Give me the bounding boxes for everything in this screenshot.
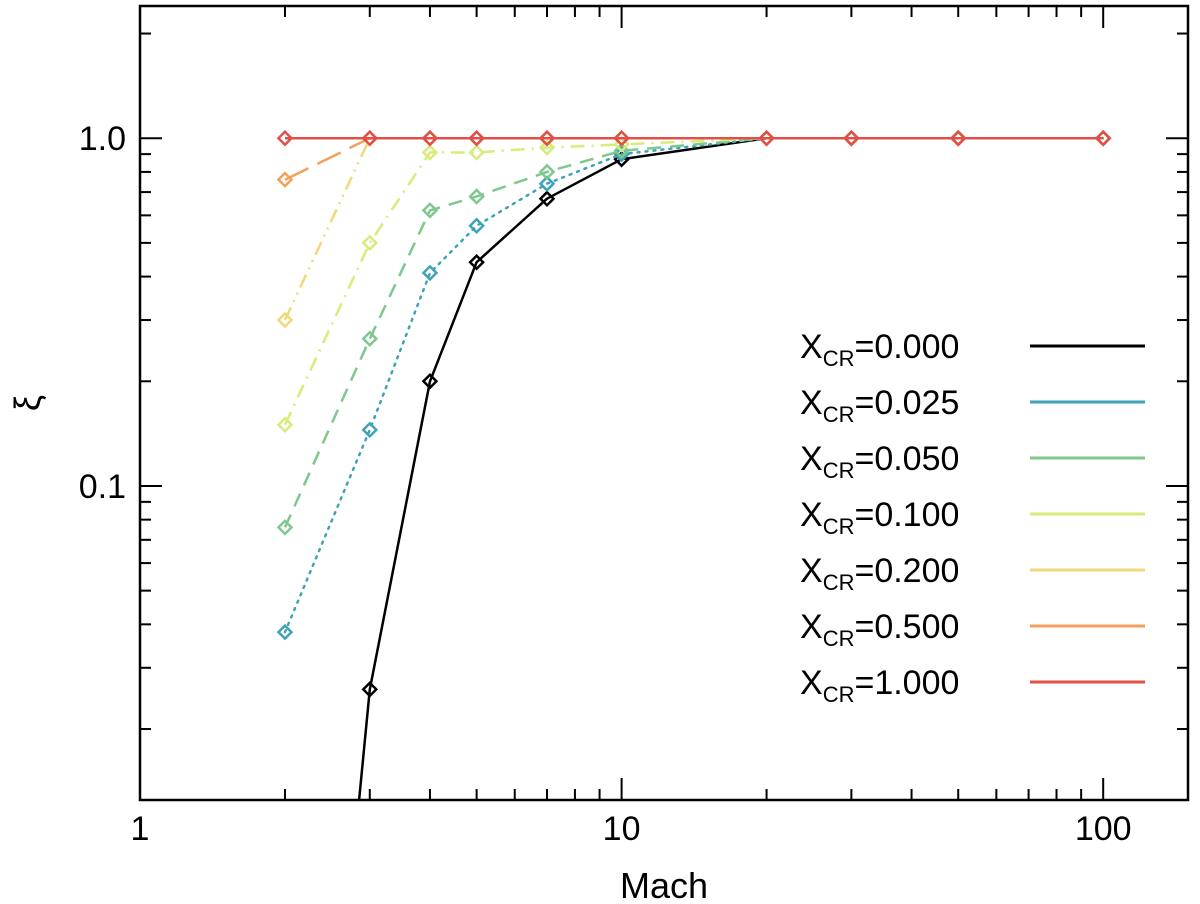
series-0.000 — [357, 129, 1112, 800]
legend-label: XCR=0.100 — [800, 496, 959, 539]
data-point — [613, 142, 630, 160]
data-point — [538, 190, 556, 207]
series-line — [357, 136, 1104, 800]
series-layer — [276, 129, 1112, 800]
series-0.100 — [276, 129, 1112, 433]
data-point — [613, 129, 630, 147]
legend-label: XCR=0.050 — [800, 440, 959, 483]
y-tick-label: 0.1 — [79, 468, 126, 506]
series-1.000 — [276, 129, 1112, 147]
data-point — [538, 129, 556, 147]
tick-labels: 1 10 100 0.1 1.0 — [79, 120, 1132, 848]
data-point — [538, 163, 556, 181]
y-axis-title: ξ — [7, 395, 48, 411]
x-tick-label: 1 — [131, 810, 150, 848]
data-point — [421, 202, 439, 219]
data-point — [361, 129, 379, 147]
data-point — [361, 421, 379, 439]
data-point — [468, 253, 485, 271]
series-line — [283, 136, 1104, 321]
x-axis-title: Mach — [620, 865, 708, 904]
data-point — [468, 129, 485, 147]
series-line — [283, 136, 1105, 634]
legend-label: XCR=0.025 — [800, 384, 959, 427]
legend-label: XCR=0.200 — [800, 552, 959, 595]
data-point — [276, 416, 294, 433]
x-tick-label: 100 — [1075, 810, 1132, 848]
series-0.500 — [276, 129, 1112, 188]
data-point — [949, 129, 967, 147]
legend: XCR=0.000 XCR=0.025 XCR=0.050 XCR=0.100 XCR=… — [800, 328, 1145, 707]
data-point — [468, 217, 485, 235]
data-point — [468, 144, 485, 161]
data-point — [361, 330, 379, 348]
data-point — [361, 234, 379, 252]
axis-ticks — [139, 6, 1188, 800]
data-point — [276, 519, 294, 536]
data-point — [276, 623, 294, 641]
legend-label: XCR=1.000 — [800, 664, 959, 707]
series-0.200 — [276, 129, 1112, 329]
data-point — [421, 373, 439, 390]
data-point — [538, 139, 556, 156]
data-point — [538, 175, 556, 192]
series-0.025 — [276, 129, 1112, 641]
data-point — [276, 311, 294, 329]
data-point — [421, 144, 439, 161]
data-point — [843, 129, 860, 147]
data-point — [421, 129, 439, 147]
series-line — [283, 136, 1104, 426]
data-point — [1094, 129, 1112, 147]
plot-frame — [138, 4, 1190, 802]
legend-label: XCR=0.500 — [800, 608, 959, 651]
data-point — [276, 129, 294, 147]
data-point — [613, 136, 630, 153]
y-tick-label: 1.0 — [79, 120, 126, 158]
data-point — [468, 188, 485, 205]
data-point — [361, 681, 379, 698]
legend-label: XCR=0.000 — [800, 328, 959, 371]
data-point — [421, 264, 439, 282]
data-point — [758, 129, 775, 147]
data-point — [276, 171, 294, 188]
series-line — [283, 136, 1104, 528]
x-tick-label: 10 — [603, 810, 641, 848]
